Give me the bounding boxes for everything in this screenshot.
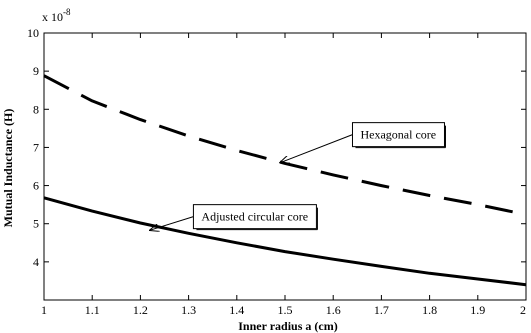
x-tick-label: 1.6	[326, 303, 341, 317]
y-axis-label: Mutual Inductance (H)	[1, 109, 15, 228]
x-tick-label: 2	[520, 303, 526, 317]
annotation-arrow	[280, 134, 353, 163]
y-multiplier-exp: -8	[63, 7, 71, 17]
axes-frame	[43, 32, 527, 301]
x-tick-label: 1.8	[422, 303, 437, 317]
annotation-arrow	[150, 216, 194, 231]
y-tick-label: 7	[33, 140, 39, 154]
y-tick-label: 9	[33, 64, 39, 78]
plot-area-border	[43, 32, 527, 301]
annotation-adjusted-circular-core: Adjusted circular core	[150, 204, 318, 231]
x-axis-ticks: 1 1.1 1.2 1.3 1.4 1.5 1.6 1.7 1.8 1.9 2	[41, 33, 527, 317]
y-tick-label: 4	[33, 255, 39, 269]
series-line-solid	[43, 196, 527, 287]
annotation-hexagonal-core: Hexagonal core	[280, 122, 446, 163]
annotation-text: Adjusted circular core	[201, 210, 308, 224]
y-tick-label: 6	[33, 179, 39, 193]
y-tick-label: 8	[33, 102, 39, 116]
series-line-dashed	[43, 74, 527, 217]
x-tick-label: 1.9	[470, 303, 485, 317]
annotation-text: Hexagonal core	[360, 128, 436, 142]
annotation-box	[192, 204, 317, 230]
y-multiplier-base: x 10	[42, 10, 63, 24]
x-tick-label: 1.3	[181, 303, 196, 317]
x-tick-label: 1.4	[229, 303, 244, 317]
annotation-box	[351, 122, 445, 148]
x-tick-label: 1.7	[374, 303, 389, 317]
x-tick-label: 1.5	[278, 303, 293, 317]
y-tick-label: 10	[27, 26, 39, 40]
y-tick-label: 5	[33, 217, 39, 231]
x-axis-label: Inner radius a (cm)	[238, 319, 337, 333]
y-multiplier: x 10-8	[42, 7, 71, 24]
series-layer	[43, 74, 527, 287]
annotations-layer: Hexagonal core Adjusted circular core	[150, 122, 446, 231]
x-tick-label: 1.2	[133, 303, 148, 317]
x-tick-label: 1.1	[85, 303, 100, 317]
y-axis-ticks: 4 5 6 7 8 9 10	[27, 26, 526, 269]
x-tick-label: 1	[41, 303, 47, 317]
